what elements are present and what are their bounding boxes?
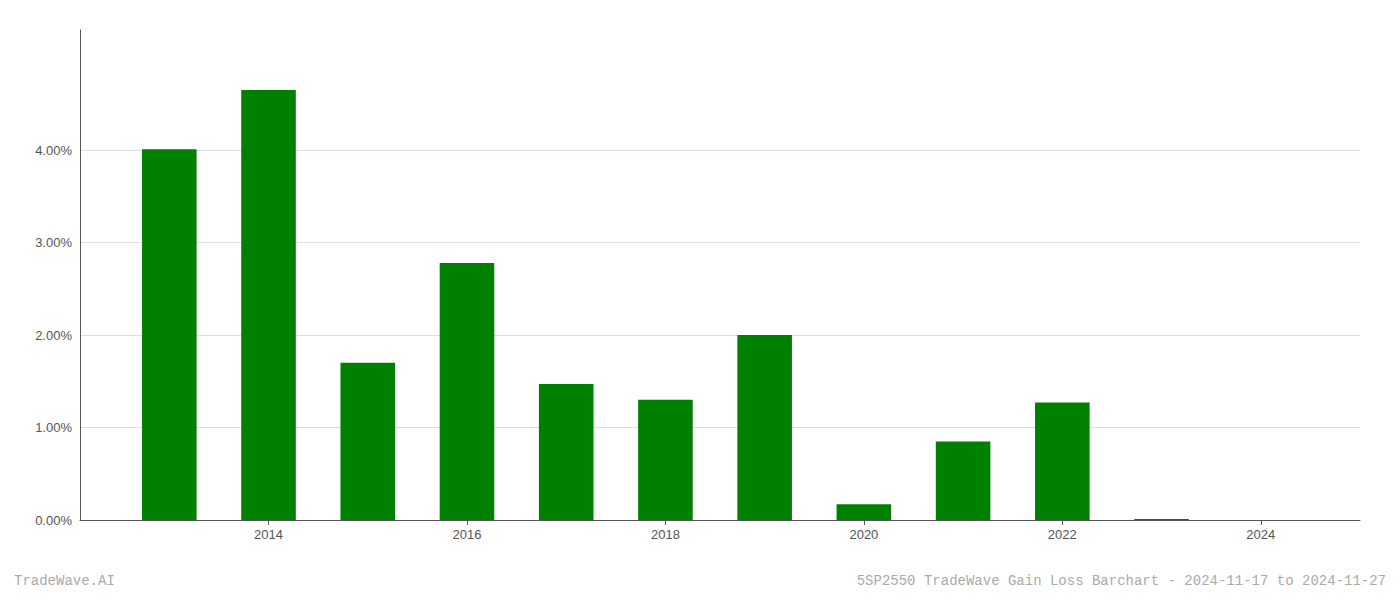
svg-text:2014: 2014 <box>254 527 283 542</box>
svg-text:1.00%: 1.00% <box>35 420 72 435</box>
svg-text:2.00%: 2.00% <box>35 328 72 343</box>
svg-text:3.00%: 3.00% <box>35 235 72 250</box>
svg-text:5SP2550 TradeWave Gain Loss Ba: 5SP2550 TradeWave Gain Loss Barchart - 2… <box>857 573 1386 589</box>
svg-text:2022: 2022 <box>1048 527 1077 542</box>
svg-text:2024: 2024 <box>1246 527 1275 542</box>
svg-text:4.00%: 4.00% <box>35 143 72 158</box>
svg-text:0.00%: 0.00% <box>35 513 72 528</box>
svg-text:2020: 2020 <box>849 527 878 542</box>
svg-text:2016: 2016 <box>453 527 482 542</box>
svg-text:TradeWave.AI: TradeWave.AI <box>14 573 115 589</box>
svg-text:2018: 2018 <box>651 527 680 542</box>
